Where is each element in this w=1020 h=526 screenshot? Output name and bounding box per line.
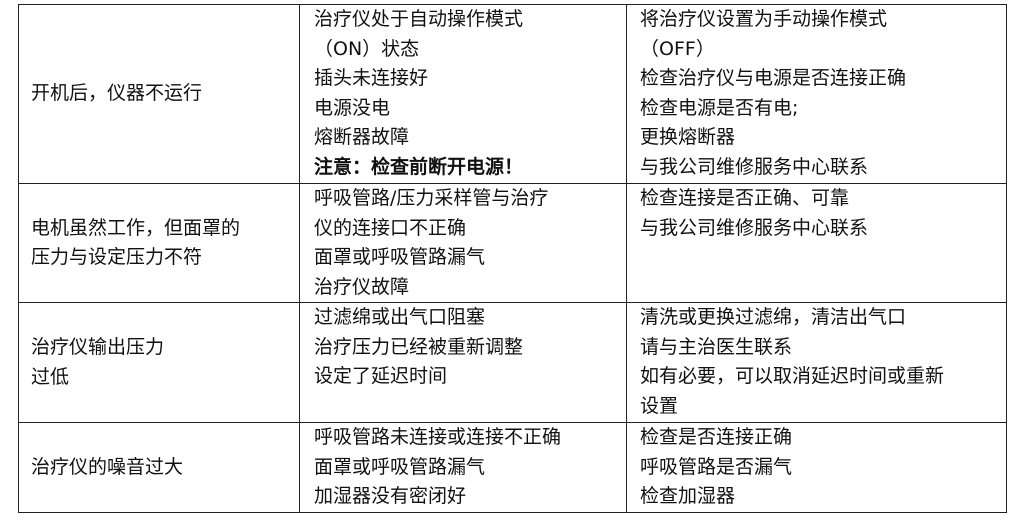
cell-text: 检查电源是否有电; [640,96,799,119]
cell-text: 治疗仪处于自动操作模式 [314,8,524,30]
cell-text: 熔断器故障 [314,126,410,148]
table-cell: 呼吸管路/压力采样管与治疗 仪的连接口不正确 面罩或呼吸管路漏气 治疗仪故障 [299,183,627,303]
cell-text: 与我公司维修服务中心联系 [640,216,869,239]
cell-text: 如有必要，可以取消延迟时间或重新 [640,365,945,387]
table-row: 开机后，仪器不运行 治疗仪处于自动操作模式 （ON）状态 插头未连接好 电源没电熔断器故… [18,4,1007,184]
troubleshooting-table: 开机后，仪器不运行 治疗仪处于自动操作模式 （ON）状态 插头未连接好 电源没电熔断器故… [18,4,1007,513]
cell-text: 将治疗仪设置为手动操作模式 [640,8,888,30]
cell-text: 呼吸管路/压力采样管与治疗 [314,187,549,209]
cell-text: 开机后，仪器不运行 [31,82,203,105]
cell-text: 治疗压力已经被重新调整 [314,335,524,358]
cell-text: 治疗仪故障 [314,275,410,298]
cell-text: 面罩或呼吸管路漏气 [314,455,486,478]
cell-text: 治疗仪输出压力 [31,336,165,358]
cell-text: 清洗或更换过滤绵，清洁出气口 [640,306,907,328]
table-row: 治疗仪输出压力 过低 过滤绵或出气口阻塞 治疗压力已经被重新调整 设定了延迟时间 清洗或更… [18,302,1007,423]
table-cell: 检查连接是否正确、可靠 与我公司维修服务中心联系 [626,183,1007,303]
cell-text: （OFF） [640,37,715,60]
table-cell: 清洗或更换过滤绵，清洁出气口 请与主治医生联系如有必要，可以取消延迟时间或重新 设置 [626,302,1007,423]
cell-text: 插头未连接好 [314,67,429,89]
table-row: 电机虽然工作，但面罩的 压力与设定压力不符 呼吸管路/压力采样管与治疗 仪的连接口不正… [18,183,1007,303]
cell-text: 检查连接是否正确、可靠 [640,187,850,209]
table-cell: 治疗仪输出压力 过低 [18,302,300,423]
table-row: 治疗仪的噪音过大 呼吸管路未连接或连接不正确 面罩或呼吸管路漏气 加湿器没有密闭好 检查… [18,422,1007,513]
cell-text: （ON）状态 [314,37,420,60]
table-cell: 电机虽然工作，但面罩的 压力与设定压力不符 [18,183,300,303]
cell-text: 仪的连接口不正确 [314,216,467,239]
cell-text: 设置 [640,394,679,417]
cell-text: 设定了延迟时间 [314,365,448,387]
cell-text: 检查治疗仪与电源是否连接正确 [640,67,907,89]
cell-text: 压力与设定压力不符 [31,246,203,268]
table-cell: 开机后，仪器不运行 [18,4,300,184]
table-cell: 治疗仪的噪音过大 [18,422,300,513]
cell-text: 注意：检查前断开电源！ [314,155,524,178]
cell-text: 过低 [31,365,70,388]
cell-text: 电源没电 [314,96,391,119]
table-cell: 将治疗仪设置为手动操作模式 （OFF） 检查治疗仪与电源是否连接正确 检查电源是否有电… [626,4,1007,184]
table-cell: 检查是否连接正确 呼吸管路是否漏气 检查加湿器 [626,422,1007,513]
cell-text: 治疗仪的噪音过大 [31,455,184,478]
table-cell: 过滤绵或出气口阻塞治疗压力已经被重新调整 设定了延迟时间 [299,302,627,423]
cell-text: 与我公司维修服务中心联系 [640,155,869,178]
cell-text: 检查是否连接正确 [640,426,793,448]
cell-text: 更换熔断器 [640,126,736,148]
cell-text: 加湿器没有密闭好 [314,485,467,507]
cell-text: 检查加湿器 [640,485,736,507]
table-cell: 治疗仪处于自动操作模式 （ON）状态 插头未连接好 电源没电熔断器故障注意：检查前断开… [299,4,627,184]
cell-text: 电机虽然工作，但面罩的 [31,216,241,239]
cell-text: 呼吸管路是否漏气 [640,455,793,478]
cell-text: 请与主治医生联系 [640,335,793,358]
table-cell: 呼吸管路未连接或连接不正确 面罩或呼吸管路漏气 加湿器没有密闭好 [299,422,627,513]
cell-text: 呼吸管路未连接或连接不正确 [314,426,562,448]
cell-text: 过滤绵或出气口阻塞 [314,306,486,328]
cell-text: 面罩或呼吸管路漏气 [314,246,486,268]
